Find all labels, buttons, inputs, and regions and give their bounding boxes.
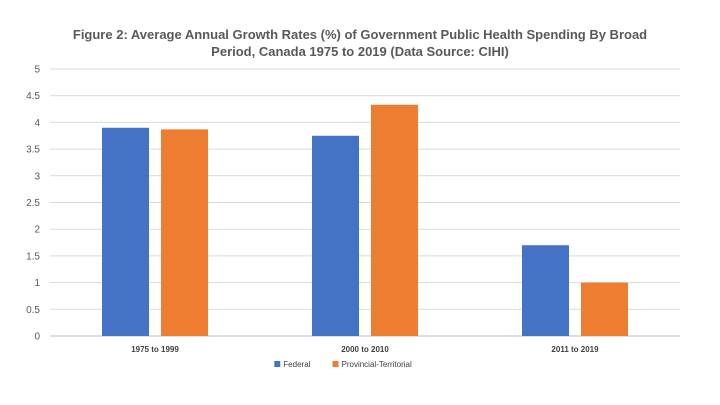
y-tick-label: 2.5 xyxy=(26,198,40,209)
bar-provincial-territorial xyxy=(161,129,208,336)
bar-provincial-territorial xyxy=(371,104,418,336)
legend-label: Provincial-Territorial xyxy=(342,360,412,369)
y-tick-label: 5 xyxy=(34,65,40,76)
y-tick-label: 4 xyxy=(34,118,40,129)
legend-swatch xyxy=(274,361,281,367)
x-category-label: 1975 to 1999 xyxy=(131,345,179,354)
y-tick-label: 0 xyxy=(34,332,40,343)
y-tick-label: 1.5 xyxy=(26,251,40,262)
bar-provincial-territorial xyxy=(581,282,628,336)
bar-federal xyxy=(522,245,569,336)
x-category-label: 2000 to 2010 xyxy=(341,345,389,354)
bar-federal xyxy=(102,127,149,337)
legend-label: Federal xyxy=(283,360,310,369)
y-tick-label: 2 xyxy=(34,225,40,236)
y-tick-label: 4.5 xyxy=(26,91,40,102)
y-tick-label: 1 xyxy=(34,278,40,289)
x-category-label: 2011 to 2019 xyxy=(551,345,599,354)
chart-title: Figure 2: Average Annual Growth Rates (%… xyxy=(72,27,648,59)
y-tick-label: 3.5 xyxy=(26,145,40,156)
bar-federal xyxy=(312,135,359,336)
legend-swatch xyxy=(332,361,339,367)
y-tick-label: 3 xyxy=(34,171,40,182)
y-tick-label: 0.5 xyxy=(26,305,40,316)
